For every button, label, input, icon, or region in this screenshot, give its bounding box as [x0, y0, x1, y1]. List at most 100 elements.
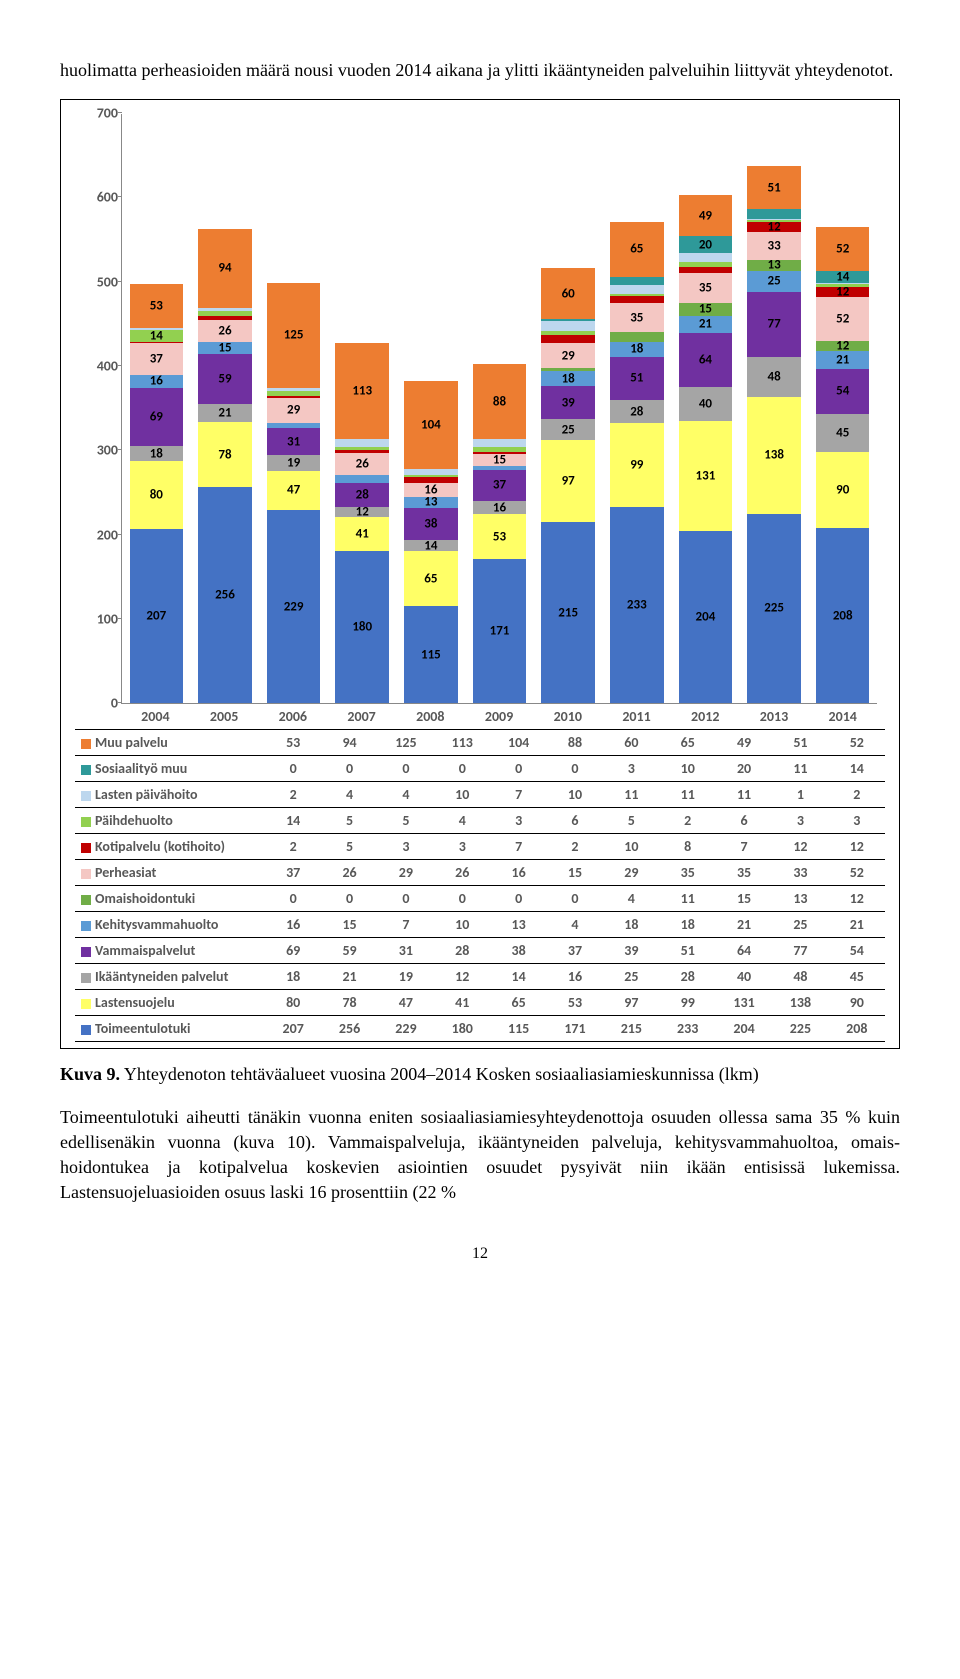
bar-segment: 12: [816, 287, 870, 297]
x-axis-label: 2004: [121, 708, 190, 725]
segment-value-label: 29: [562, 348, 575, 363]
segment-value-label: 80: [150, 488, 163, 503]
value-cell: 233: [660, 1016, 716, 1042]
bar-segment: 104: [404, 381, 458, 469]
value-cell: 180: [434, 1016, 490, 1042]
bar-segment: 225: [747, 514, 801, 704]
value-cell: 64: [716, 938, 772, 964]
value-cell: 0: [321, 886, 377, 912]
value-cell: 6: [716, 808, 772, 834]
segment-value-label: 45: [836, 426, 849, 441]
y-tick-label: 700: [76, 105, 118, 122]
table-row: Toimeentulotuki2072562291801151712152332…: [75, 1016, 885, 1042]
bar-segment: 204: [679, 531, 733, 703]
value-cell: 38: [490, 938, 546, 964]
value-cell: 0: [378, 756, 434, 782]
segment-value-label: 40: [699, 396, 712, 411]
value-cell: 0: [265, 756, 321, 782]
bar-segment: 131: [679, 421, 733, 531]
bar-segment: 25: [747, 271, 801, 292]
segment-value-label: 78: [218, 447, 231, 462]
segment-value-label: 256: [215, 588, 235, 603]
segment-value-label: 204: [696, 610, 716, 625]
bar-segment: 28: [335, 483, 389, 507]
segment-value-label: 94: [218, 261, 231, 276]
bar-segment: [816, 283, 870, 285]
value-cell: 41: [434, 990, 490, 1016]
value-cell: 78: [321, 990, 377, 1016]
bar-segment: [541, 331, 595, 335]
bar-segment: 88: [473, 364, 527, 438]
value-cell: 4: [434, 808, 490, 834]
value-cell: 0: [434, 886, 490, 912]
value-cell: 37: [547, 938, 603, 964]
bar-segment: 16: [404, 483, 458, 496]
value-cell: 5: [321, 808, 377, 834]
table-row: Päihdehuolto145543652633: [75, 808, 885, 834]
bar-segment: [267, 423, 321, 429]
segment-value-label: 53: [150, 298, 163, 313]
value-cell: 215: [603, 1016, 659, 1042]
caption-prefix: Kuva 9.: [60, 1064, 120, 1084]
bar-segment: 125: [267, 283, 321, 388]
series-name-cell: Sosiaalityö muu: [75, 756, 265, 782]
value-cell: 10: [547, 782, 603, 808]
segment-value-label: 229: [284, 599, 304, 614]
y-tick-label: 600: [76, 189, 118, 206]
segment-value-label: 25: [767, 274, 780, 289]
value-cell: 131: [716, 990, 772, 1016]
page-number: 12: [60, 1245, 900, 1263]
table-row: Lasten päivähoito2441071011111112: [75, 782, 885, 808]
bar-segment: 35: [610, 303, 664, 333]
x-axis-label: 2008: [396, 708, 465, 725]
value-cell: 77: [772, 938, 828, 964]
bar-segment: 53: [130, 284, 184, 329]
segment-value-label: 88: [493, 394, 506, 409]
value-cell: 0: [321, 756, 377, 782]
bar-segment: 69: [130, 388, 184, 446]
value-cell: 225: [772, 1016, 828, 1042]
value-cell: 35: [716, 860, 772, 886]
value-cell: 2: [547, 834, 603, 860]
figure-caption: Kuva 9. Yhteydenoton tehtäväalueet vuosi…: [60, 1063, 900, 1086]
bar-segment: [473, 447, 527, 452]
bar-segment: 15: [473, 454, 527, 467]
bar-segment: 229: [267, 510, 321, 703]
value-cell: 11: [603, 782, 659, 808]
bar-segment: [541, 319, 595, 322]
bar-segment: 47: [267, 471, 321, 511]
bar-segment: 21: [816, 351, 870, 369]
table-row: Vammaispalvelut6959312838373951647754: [75, 938, 885, 964]
segment-value-label: 99: [630, 458, 643, 473]
value-cell: 29: [603, 860, 659, 886]
bar-segment: [130, 328, 184, 330]
color-swatch: [81, 1025, 91, 1035]
x-axis-label: 2007: [327, 708, 396, 725]
bar-segment: 37: [473, 470, 527, 501]
bar-segment: 16: [130, 375, 184, 388]
value-cell: 20: [716, 756, 772, 782]
value-cell: 26: [321, 860, 377, 886]
color-swatch: [81, 791, 91, 801]
x-axis-label: 2012: [671, 708, 740, 725]
bar-segment: 29: [541, 343, 595, 367]
color-swatch: [81, 895, 91, 905]
segment-value-label: 15: [699, 302, 712, 317]
value-cell: 10: [434, 912, 490, 938]
series-name-cell: Toimeentulotuki: [75, 1016, 265, 1042]
value-cell: 1: [772, 782, 828, 808]
bar-segment: 28: [610, 400, 664, 424]
series-name-cell: Omaishoidontuki: [75, 886, 265, 912]
segment-value-label: 41: [356, 527, 369, 542]
value-cell: 90: [829, 990, 885, 1016]
value-cell: 0: [490, 886, 546, 912]
bar-segment: 15: [198, 342, 252, 355]
series-name-cell: Perheasiat: [75, 860, 265, 886]
color-swatch: [81, 947, 91, 957]
segment-value-label: 21: [836, 352, 849, 367]
chart-plot-area: 0100200300400500600700207801869163714532…: [121, 114, 877, 704]
value-cell: 14: [490, 964, 546, 990]
segment-value-label: 18: [562, 371, 575, 386]
segment-value-label: 215: [558, 605, 578, 620]
bar-segment: 25: [541, 419, 595, 440]
